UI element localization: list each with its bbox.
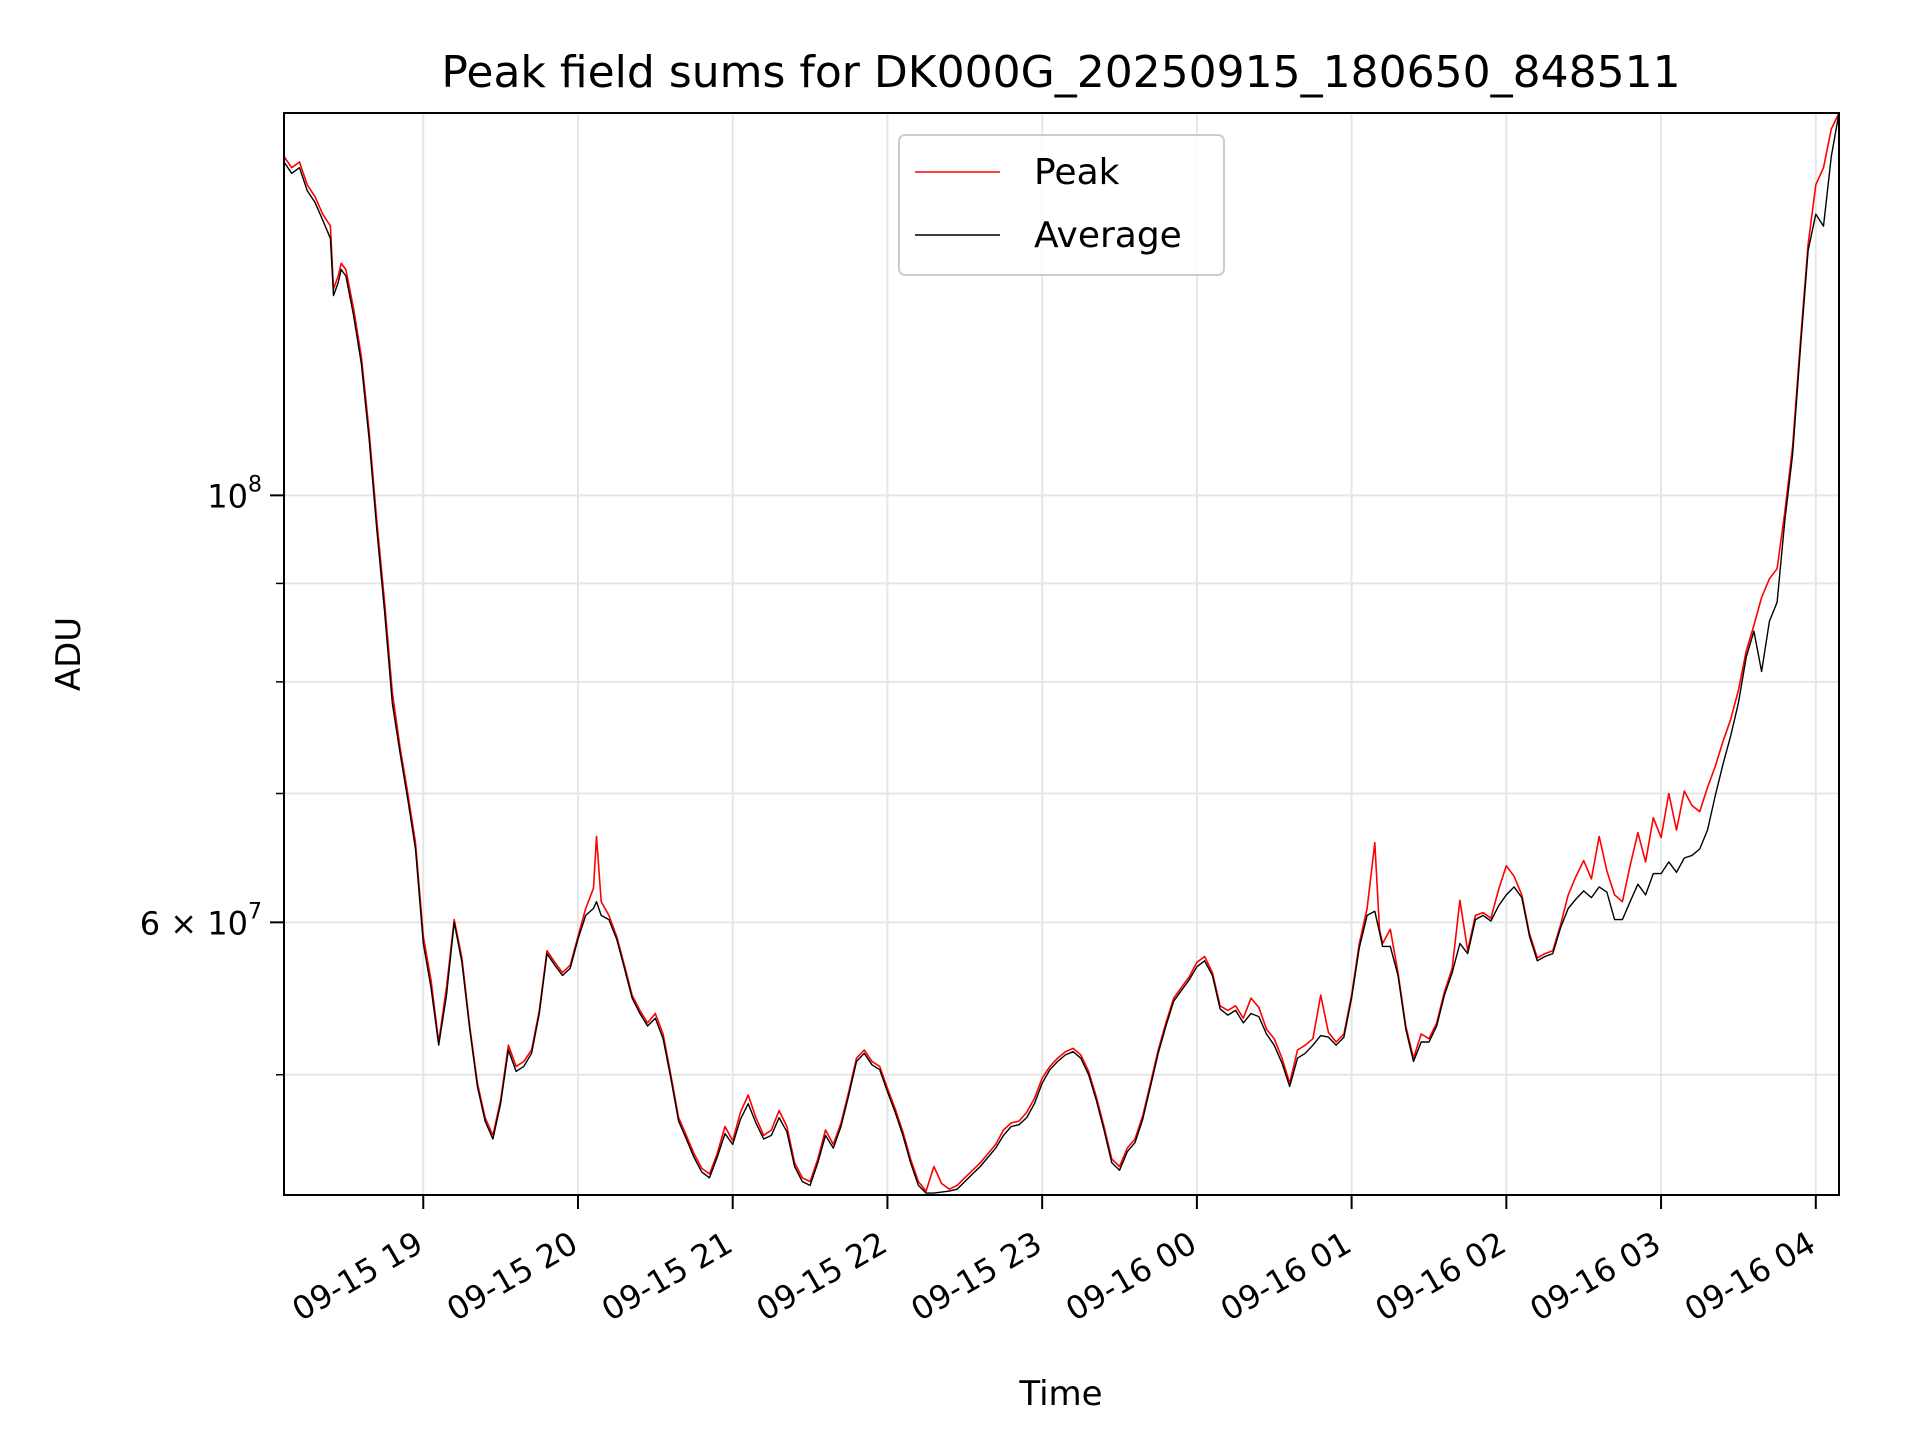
legend-box — [898, 134, 1225, 276]
y-tick-base: 6 × 10 — [140, 904, 248, 942]
legend-average-label: Average — [1034, 215, 1182, 256]
grid — [284, 113, 1839, 1195]
y-axis-label: ADU — [49, 617, 89, 691]
legend: Peak Average — [898, 134, 1225, 276]
y-tick-label: 108 — [207, 472, 262, 515]
legend-peak-label: Peak — [1034, 152, 1120, 193]
series-layer — [283, 112, 1840, 1194]
chart-title: Peak field sums for DK000G_20250915_1806… — [441, 47, 1680, 98]
y-tick-exponent: 7 — [248, 899, 262, 924]
plot-frame — [283, 112, 1840, 1196]
series-line-average — [283, 112, 1840, 1194]
x-axis-label: Time — [1018, 1374, 1102, 1414]
y-tick-base: 10 — [207, 477, 248, 515]
y-tick-label: 6 × 107 — [140, 899, 262, 942]
y-tick-exponent: 8 — [248, 472, 262, 497]
